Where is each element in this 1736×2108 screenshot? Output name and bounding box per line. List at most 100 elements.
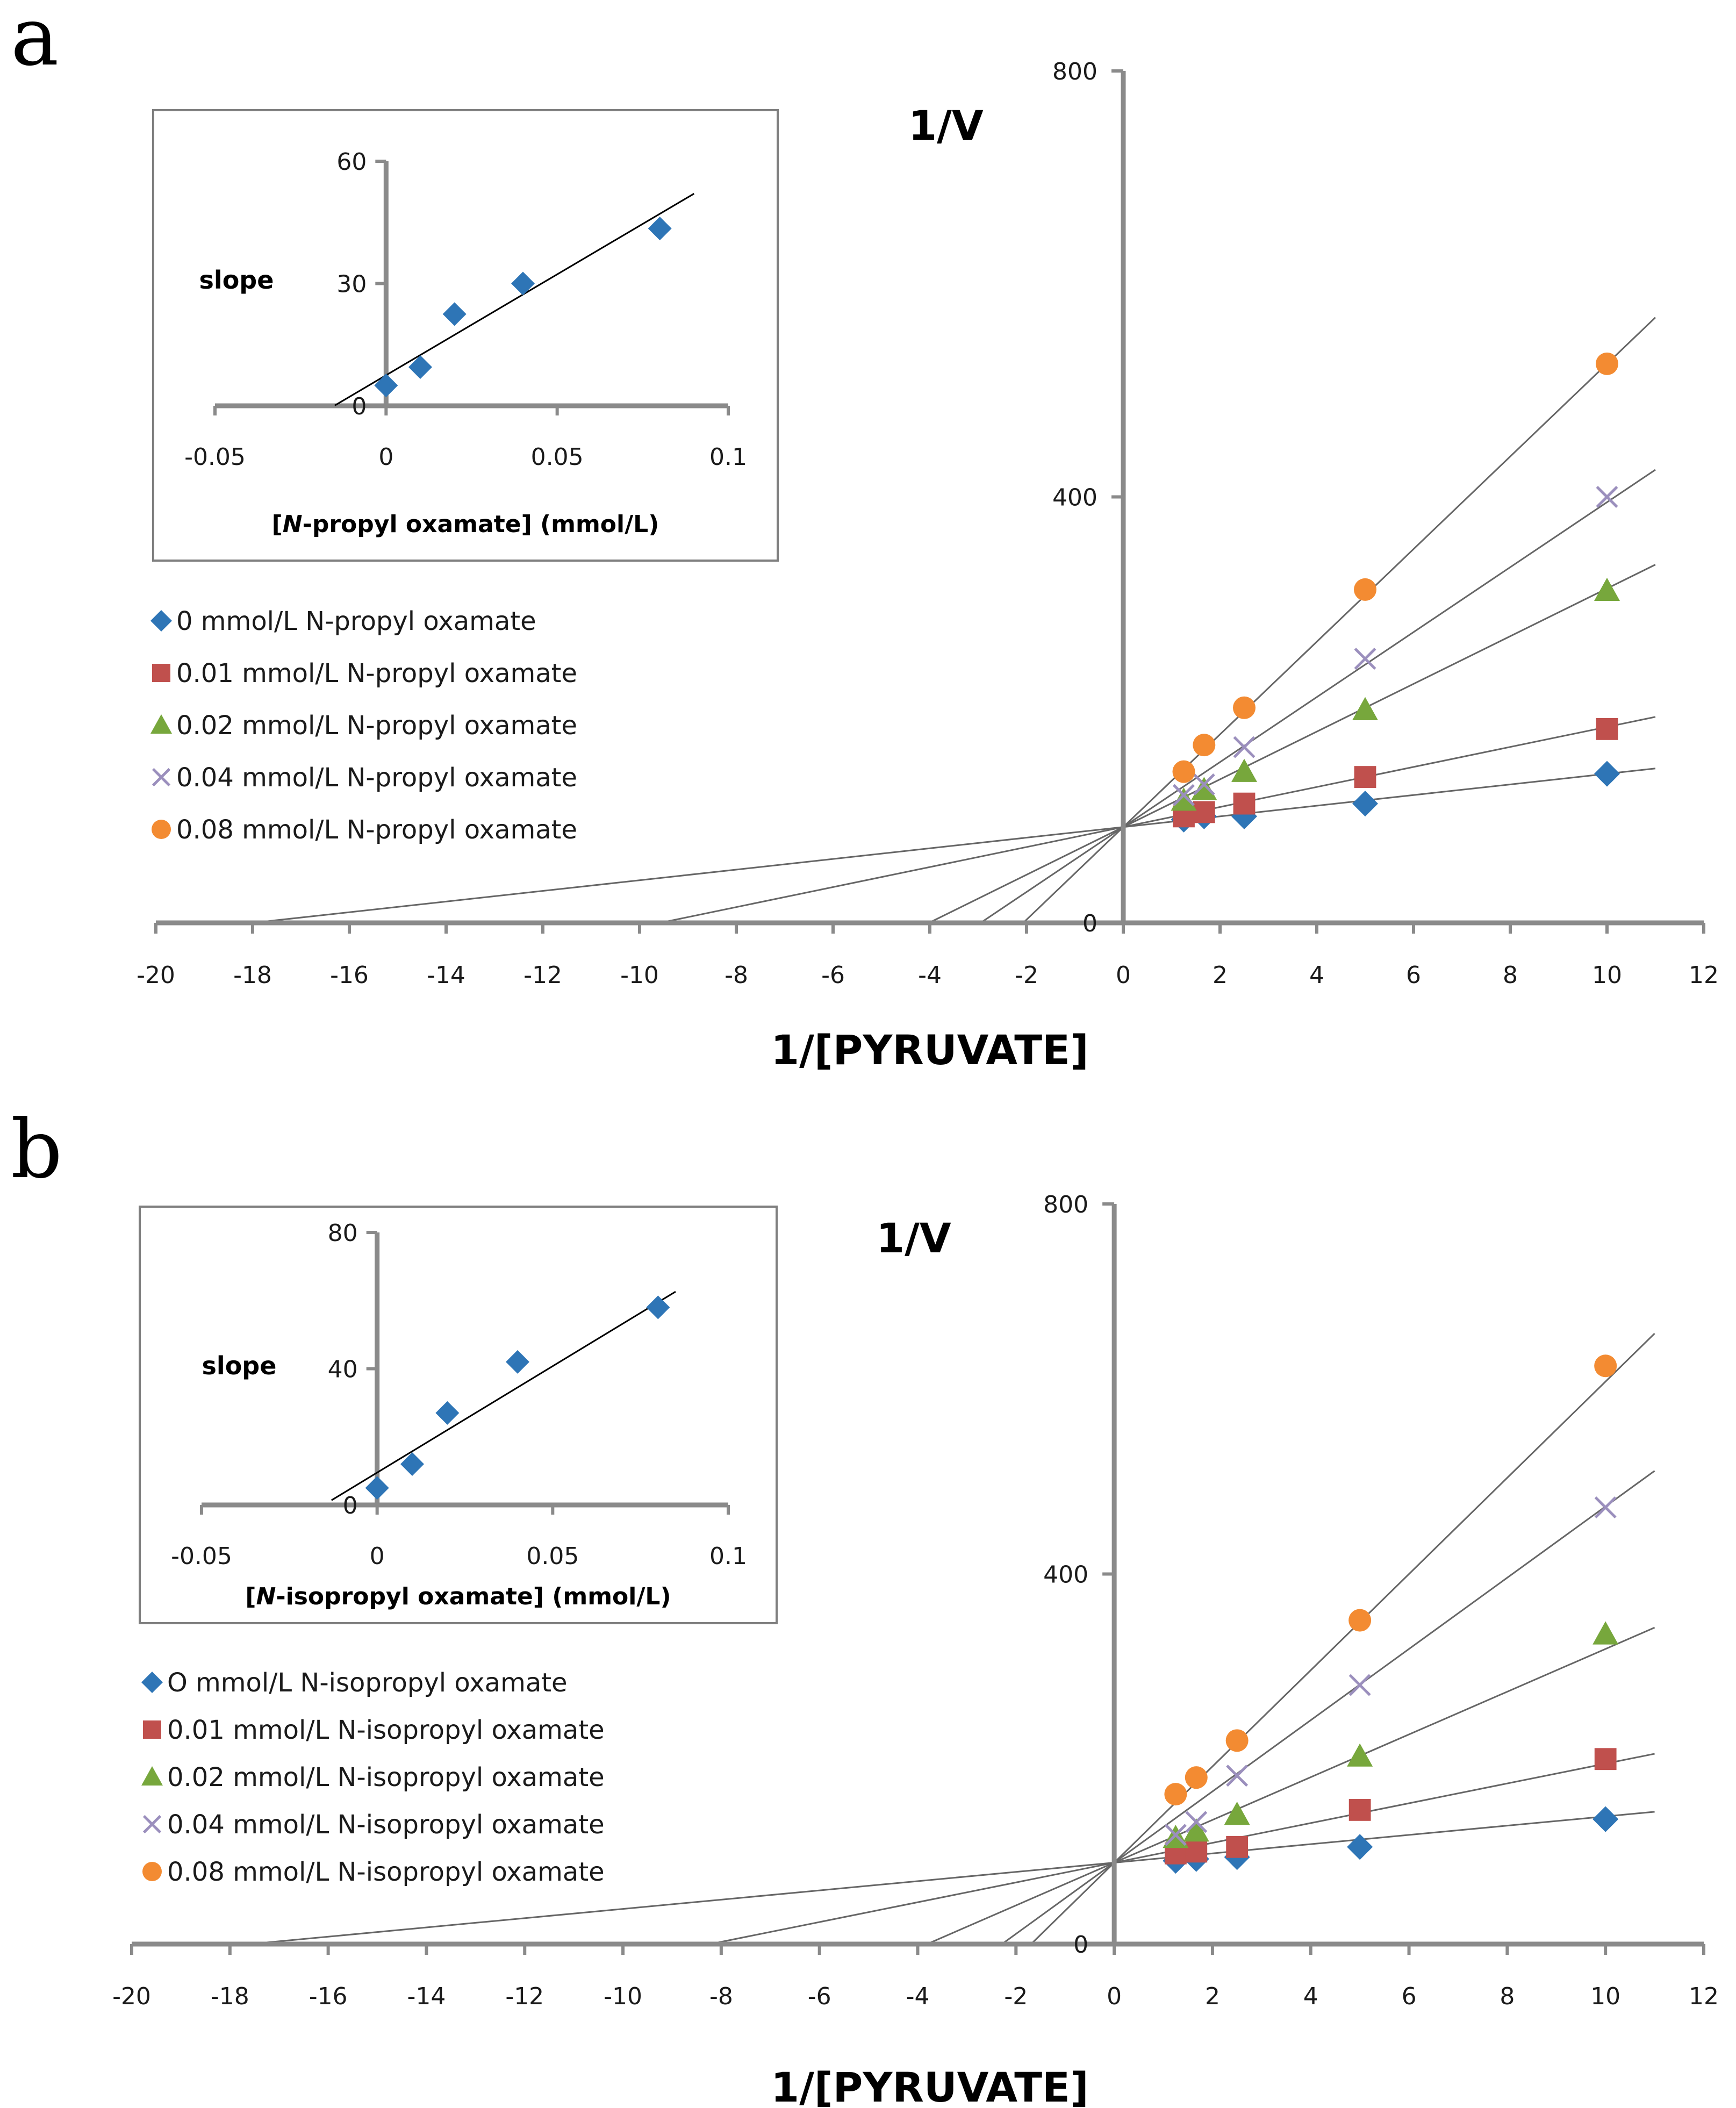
y-tick-label: 400 <box>1052 484 1097 512</box>
x-tick-label: -16 <box>309 1983 348 2010</box>
legend-label: 0.04 mmol/L N-isopropyl oxamate <box>167 1810 605 1840</box>
panel-a: a-20 -18 -16 -14 -12 -10 -8 -6 -4 -2 0 2 4 6 8 10 120400… <box>11 0 1719 1074</box>
inset-x-tick-label: 0.05 <box>531 443 584 471</box>
inset-y-tick-label: 40 <box>328 1356 358 1383</box>
fit-lines <box>252 317 1656 924</box>
data-point <box>1347 1743 1373 1767</box>
series-2 <box>1163 1621 1619 1848</box>
data-point <box>1185 1766 1208 1789</box>
x-axis-title: 1/[PYRUVATE] <box>771 2063 1088 2108</box>
legend-label: O mmol/L N-isopropyl oxamate <box>167 1668 568 1698</box>
inset-x-label-rest: -isopropyl oxamate] (mmol/L) <box>276 1583 671 1610</box>
legend-marker <box>141 1672 163 1693</box>
x-tick-label: 0 <box>1116 962 1131 989</box>
inset-x-tick-label: -0.05 <box>184 443 246 471</box>
y-tick-label: 0 <box>1073 1931 1088 1959</box>
inset-x-tick-label: 0.05 <box>526 1543 579 1570</box>
inset-data-point <box>506 1350 529 1374</box>
inset-data-point <box>442 302 467 326</box>
fit-line <box>980 469 1656 924</box>
inset-data-point <box>511 271 535 296</box>
inset-data-point <box>435 1401 460 1425</box>
fit-line <box>659 716 1656 924</box>
legend-label: 0 mmol/L N-propyl oxamate <box>176 606 536 636</box>
inset-x-label-rest: -propyl oxamate] (mmol/L) <box>303 511 659 538</box>
data-point <box>1231 758 1257 782</box>
data-point <box>1594 1748 1617 1770</box>
x-tick-label: -20 <box>112 1983 151 2010</box>
fit-line <box>928 564 1656 924</box>
legend-marker <box>142 1815 162 1834</box>
data-point <box>1354 648 1376 670</box>
inset-y-tick-label: 80 <box>328 1220 358 1247</box>
inset-data-point <box>408 355 432 379</box>
series-1 <box>1173 718 1618 828</box>
inset-data-point <box>646 1295 670 1320</box>
data-point <box>1592 1806 1619 1832</box>
y-axis-title: 1/V <box>876 1214 951 1262</box>
legend-marker <box>142 1862 162 1881</box>
data-point <box>1233 792 1256 815</box>
data-point <box>1193 773 1215 795</box>
legend-marker <box>150 610 172 632</box>
x-tick-label: 12 <box>1689 962 1719 989</box>
panel-letter: a <box>11 0 59 84</box>
data-point <box>1596 352 1618 375</box>
x-tick-label: 12 <box>1689 1983 1719 2010</box>
legend: O mmol/L N-isopropyl oxamate 0.01 mmol/L … <box>141 1668 605 1887</box>
data-point <box>1172 760 1195 783</box>
data-point <box>1352 791 1378 817</box>
data-point <box>1596 486 1618 508</box>
data-point <box>1224 1802 1250 1825</box>
inset-fit-line <box>331 1290 676 1501</box>
legend-marker <box>152 820 171 839</box>
y-tick-label: 800 <box>1052 58 1097 85</box>
x-axis-title: 1/[PYRUVATE] <box>771 1026 1088 1074</box>
inset-y-tick-label: 0 <box>343 1492 358 1519</box>
data-point <box>1183 1818 1209 1842</box>
x-tick-label: 6 <box>1406 962 1421 989</box>
x-tick-label: -18 <box>233 962 272 989</box>
y-axis-title: 1/V <box>908 102 984 149</box>
data-point <box>1347 1834 1373 1860</box>
data-point <box>1171 787 1197 811</box>
fit-line <box>252 768 1656 924</box>
data-point <box>1594 577 1620 601</box>
x-tick-label: -20 <box>137 962 175 989</box>
x-tick-label: 4 <box>1303 1983 1318 2010</box>
inset-data-point <box>648 217 672 241</box>
inset-y-label: slope <box>199 266 274 295</box>
legend: 0 mmol/L N-propyl oxamate 0.01 mmol/L N-p… <box>150 606 577 845</box>
inset-y-tick-label: 30 <box>336 271 367 298</box>
legend-label: 0.08 mmol/L N-propyl oxamate <box>176 815 577 845</box>
legend-marker <box>150 714 172 734</box>
data-point <box>1164 1783 1187 1806</box>
data-point <box>1592 1621 1619 1645</box>
inset-x-label-italic: N <box>256 1583 276 1610</box>
inset-data-point <box>400 1452 424 1476</box>
legend-marker <box>152 768 171 787</box>
x-tick-label: -10 <box>604 1983 642 2010</box>
inset-y-label: slope <box>202 1351 277 1380</box>
x-tick-labels: -20 -18 -16 -14 -12 -10 -8 -6 -4 -2 0 2 4 6 8 10 12 <box>112 1944 1719 2010</box>
data-point <box>1193 734 1216 757</box>
x-tick-label: -2 <box>1015 962 1038 989</box>
data-point <box>1233 736 1256 758</box>
fit-line <box>249 1811 1655 1945</box>
data-point <box>1352 697 1378 720</box>
inset-data-point <box>374 374 398 398</box>
legend-marker <box>143 1720 161 1739</box>
data-point <box>1348 1609 1372 1632</box>
data-point <box>1594 1354 1617 1378</box>
x-tick-label: 10 <box>1590 1983 1620 2010</box>
data-point <box>1193 801 1215 823</box>
y-tick-label: 0 <box>1082 910 1097 937</box>
x-tick-label: 4 <box>1309 962 1324 989</box>
inset-y-tick-label: 0 <box>351 393 367 420</box>
series-3 <box>1173 486 1618 806</box>
x-tick-label: -2 <box>1004 1983 1028 2010</box>
inset-x-label: [N-propyl oxamate] (mmol/L) <box>272 511 659 538</box>
y-tick-labels: 0 400 800 <box>1052 58 1123 937</box>
inset-data-point <box>365 1476 389 1500</box>
x-tick-label: 8 <box>1503 962 1518 989</box>
